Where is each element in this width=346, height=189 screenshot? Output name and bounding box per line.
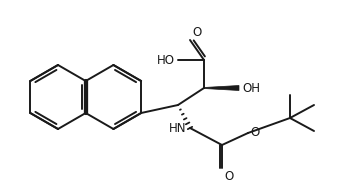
- Text: O: O: [192, 26, 201, 39]
- Text: HN: HN: [169, 122, 186, 135]
- Text: O: O: [224, 170, 233, 183]
- Polygon shape: [204, 85, 239, 91]
- Text: O: O: [250, 126, 259, 139]
- Text: HO: HO: [157, 53, 175, 67]
- Text: OH: OH: [242, 81, 260, 94]
